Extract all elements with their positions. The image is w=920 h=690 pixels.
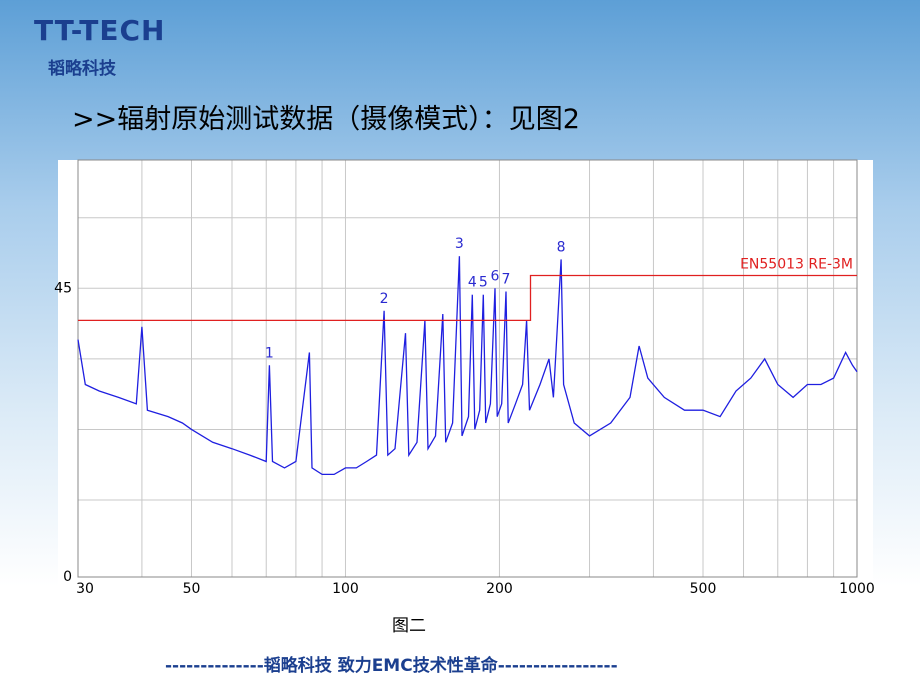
chart-background xyxy=(58,160,873,600)
x-tick-label: 1000 xyxy=(839,581,875,597)
y-tick-label: 45 xyxy=(54,280,72,296)
marker-label: 7 xyxy=(502,272,511,288)
x-tick-label: 200 xyxy=(486,581,513,597)
x-tick-label: 50 xyxy=(183,581,201,597)
marker-label: 8 xyxy=(557,239,566,255)
marker-label: 3 xyxy=(455,236,464,252)
marker-label: 2 xyxy=(380,291,389,307)
marker-label: 6 xyxy=(491,268,500,284)
footer: --------------韬略科技 致力EMC技术性革命-----------… xyxy=(165,656,618,676)
caption-box xyxy=(60,600,660,640)
x-tick-label: 30 xyxy=(76,581,94,597)
marker-label: 1 xyxy=(265,345,274,361)
marker-label: 5 xyxy=(479,275,488,291)
plot-frame xyxy=(77,159,858,578)
marker-label: 4 xyxy=(468,275,477,291)
x-tick-label: 100 xyxy=(332,581,359,597)
caption: 图二 xyxy=(392,616,426,636)
y-tick-label: 0 xyxy=(63,569,72,585)
series-line xyxy=(78,274,857,322)
series-line xyxy=(77,256,858,476)
logo-subtitle: 韬略科技 xyxy=(48,59,116,79)
legend-label: EN55013 RE-3M xyxy=(740,256,853,272)
heading: >>辐射原始测试数据（摄像模式）：见图2 xyxy=(72,104,580,135)
logo: TT-TECH xyxy=(34,14,166,47)
x-tick-label: 500 xyxy=(690,581,717,597)
